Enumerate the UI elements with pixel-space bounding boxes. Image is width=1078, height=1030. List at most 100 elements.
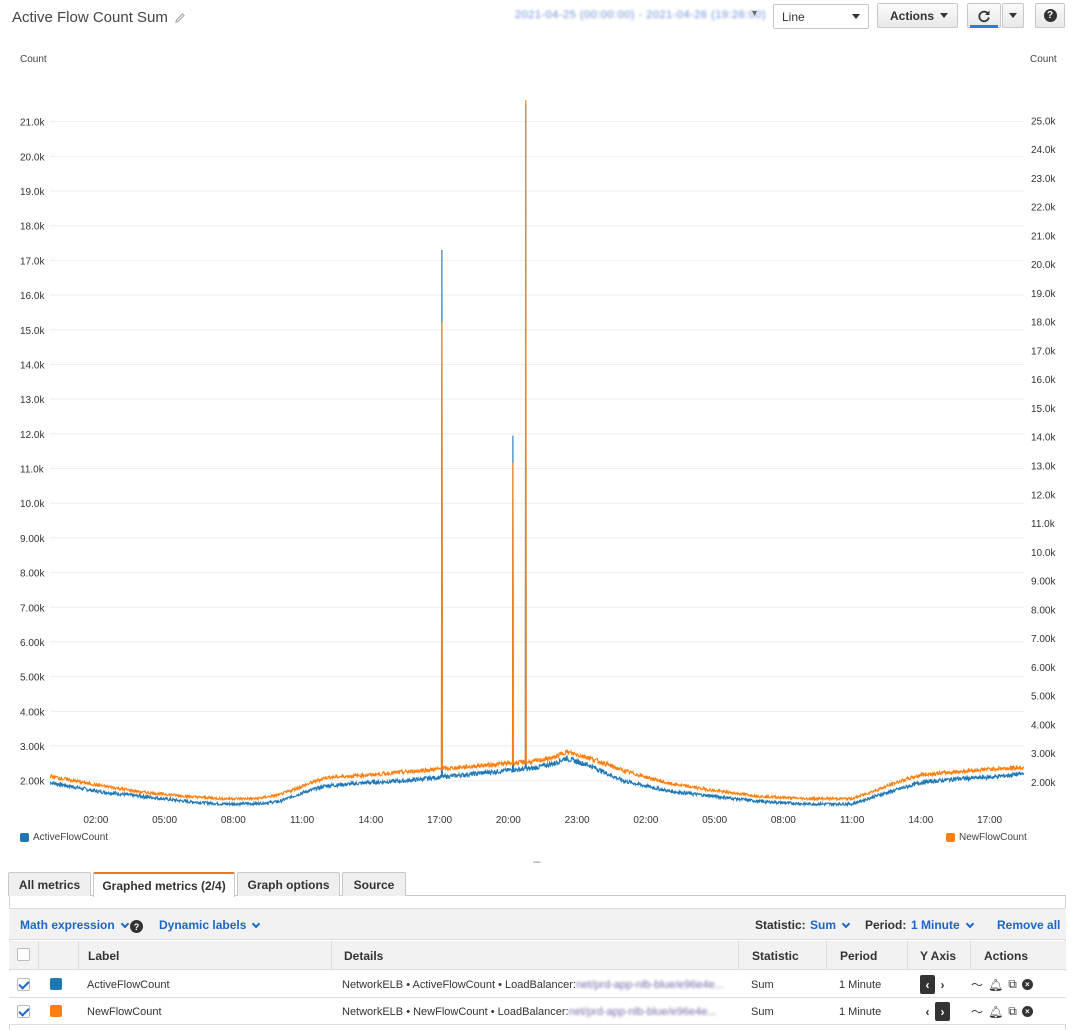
date-range-picker[interactable]: 2021-04-25 (00:00:00) - 2021-04-26 (19:2… [515, 9, 765, 21]
row-details-redacted: net/prd-app-nlb-blue/e96e4e... [575, 978, 724, 991]
metrics-toolbar: Math expression ? Dynamic labels Statist… [9, 908, 1066, 940]
row-details-redacted: net/prd-app-nlb-blue/e96e4e... [568, 1005, 717, 1018]
y-tick-label-left: 10.0k [20, 499, 45, 510]
period-label: Period: [865, 918, 907, 932]
dynamic-labels-label: Dynamic labels [159, 918, 247, 932]
y-tick-label-left: 20.0k [20, 152, 45, 163]
chart-type-select[interactable]: Line [773, 4, 869, 29]
row-statistic[interactable]: Sum [751, 1005, 774, 1018]
resize-handle[interactable]: --- [533, 857, 541, 868]
remove-icon[interactable]: × [1021, 979, 1033, 990]
series-color-swatch[interactable] [50, 1005, 62, 1017]
legend-label: ActiveFlowCount [33, 832, 109, 843]
y-axis-right-title: Count [1030, 54, 1057, 65]
y-axis-right-button[interactable]: › [940, 977, 945, 992]
remove-icon[interactable]: × [1021, 1006, 1033, 1017]
y-tick-label-left: 19.0k [20, 187, 45, 198]
tab-source[interactable]: Source [342, 872, 406, 896]
row-details: NetworkELB • NewFlowCount • LoadBalancer… [342, 998, 742, 1025]
metrics-tabs: All metrics Graphed metrics (2/4) Graph … [8, 872, 1066, 897]
row-checkbox[interactable] [17, 978, 30, 991]
y-tick-label-right: 2.00k [1031, 778, 1056, 789]
row-label[interactable]: NewFlowCount [87, 1005, 162, 1018]
column-header-statistic[interactable]: Statistic [738, 941, 826, 970]
remove-all-link[interactable]: Remove all [997, 918, 1061, 932]
y-axis-right-button[interactable]: › [935, 1002, 950, 1021]
graph-icon[interactable]: 〜 [971, 1005, 984, 1019]
y-tick-label-right: 10.0k [1031, 548, 1056, 559]
select-all-checkbox[interactable] [17, 948, 30, 961]
y-tick-label-right: 17.0k [1031, 346, 1056, 357]
y-tick-label-right: 19.0k [1031, 289, 1056, 300]
actions-button[interactable]: Actions [877, 3, 958, 28]
refresh-button[interactable] [967, 3, 1001, 28]
column-header-details[interactable]: Details [331, 941, 738, 970]
series-line-activeflowcount [49, 104, 1025, 808]
row-period[interactable]: 1 Minute [839, 978, 882, 991]
row-statistic[interactable]: Sum [751, 978, 774, 991]
y-axis-left-button[interactable]: ‹ [925, 1004, 930, 1019]
refresh-icon [978, 10, 990, 22]
math-expression-dropdown[interactable]: Math expression [20, 918, 129, 932]
legend-label: NewFlowCount [959, 832, 1027, 843]
y-tick-label-right: 9.00k [1031, 577, 1056, 588]
series-color-swatch[interactable] [50, 978, 62, 990]
period-dropdown[interactable]: 1 Minute [911, 918, 974, 932]
legend-item-activeflowcount[interactable]: ActiveFlowCount [20, 832, 108, 843]
table-row[interactable]: ActiveFlowCount NetworkELB • ActiveFlowC… [9, 971, 1066, 998]
column-header-y-axis[interactable]: Y Axis [907, 941, 970, 970]
legend-swatch [20, 833, 29, 842]
y-tick-label-right: 4.00k [1031, 720, 1056, 731]
x-tick-label: 08:00 [221, 815, 246, 826]
legend-swatch [946, 833, 955, 842]
statistic-dropdown[interactable]: Sum [810, 918, 851, 932]
row-actions: 〜 🔔︎ ⧉ × [971, 998, 1033, 1025]
statistic-label: Statistic: [755, 918, 806, 932]
bell-icon[interactable]: 🔔︎ [988, 977, 1004, 992]
dynamic-labels-dropdown[interactable]: Dynamic labels [159, 918, 261, 932]
y-tick-label-left: 4.00k [20, 707, 45, 718]
period-value: 1 Minute [911, 918, 960, 932]
tab-graph-options[interactable]: Graph options [237, 872, 340, 896]
y-tick-label-right: 18.0k [1031, 318, 1056, 329]
x-tick-label: 17:00 [427, 815, 452, 826]
y-tick-label-left: 14.0k [20, 360, 45, 371]
help-icon[interactable]: ? [130, 920, 143, 933]
y-tick-label-left: 5.00k [20, 673, 45, 684]
help-button[interactable]: ? [1035, 3, 1065, 28]
y-tick-label-left: 13.0k [20, 395, 45, 406]
column-header-label[interactable]: Label [78, 941, 331, 970]
graph-title: Active Flow Count Sum [12, 9, 168, 26]
x-tick-label: 02:00 [83, 815, 108, 826]
x-tick-label: 02:00 [633, 815, 658, 826]
y-tick-label-left: 9.00k [20, 534, 45, 545]
table-row[interactable]: NewFlowCount NetworkELB • NewFlowCount •… [9, 998, 1066, 1025]
chevron-down-icon [120, 919, 129, 928]
row-checkbox[interactable] [17, 1005, 30, 1018]
color-column-header [38, 941, 78, 970]
graph-icon[interactable]: 〜 [971, 978, 984, 992]
x-tick-label: 23:00 [565, 815, 590, 826]
y-tick-label-right: 15.0k [1031, 404, 1056, 415]
row-period[interactable]: 1 Minute [839, 1005, 882, 1018]
chevron-down-icon [1009, 13, 1017, 18]
chevron-down-icon [252, 919, 261, 928]
row-label[interactable]: ActiveFlowCount [87, 978, 170, 991]
refresh-options-dropdown[interactable] [1002, 3, 1024, 28]
date-range-caret-icon[interactable]: ▾ [752, 8, 758, 19]
y-tick-label-left: 16.0k [20, 291, 45, 302]
copy-icon[interactable]: ⧉ [1008, 1004, 1017, 1018]
chevron-down-icon [940, 13, 949, 18]
edit-pencil-icon[interactable] [174, 12, 186, 24]
copy-icon[interactable]: ⧉ [1008, 977, 1017, 991]
y-tick-label-right: 16.0k [1031, 375, 1056, 386]
line-chart[interactable]: Count Count 2.00k 3.00k 4.00k 5.00k 6.00k 7.00k… [0, 40, 1078, 830]
row-details: NetworkELB • ActiveFlowCount • LoadBalan… [342, 971, 742, 998]
tab-all-metrics[interactable]: All metrics [8, 872, 91, 896]
column-header-period[interactable]: Period [826, 941, 907, 970]
bell-icon[interactable]: 🔔︎ [988, 1004, 1004, 1019]
y-axis-left-button[interactable]: ‹ [920, 975, 935, 994]
math-expression-label: Math expression [20, 918, 115, 932]
legend-item-newflowcount[interactable]: NewFlowCount [946, 832, 1027, 843]
tab-graphed-metrics[interactable]: Graphed metrics (2/4) [93, 872, 235, 897]
